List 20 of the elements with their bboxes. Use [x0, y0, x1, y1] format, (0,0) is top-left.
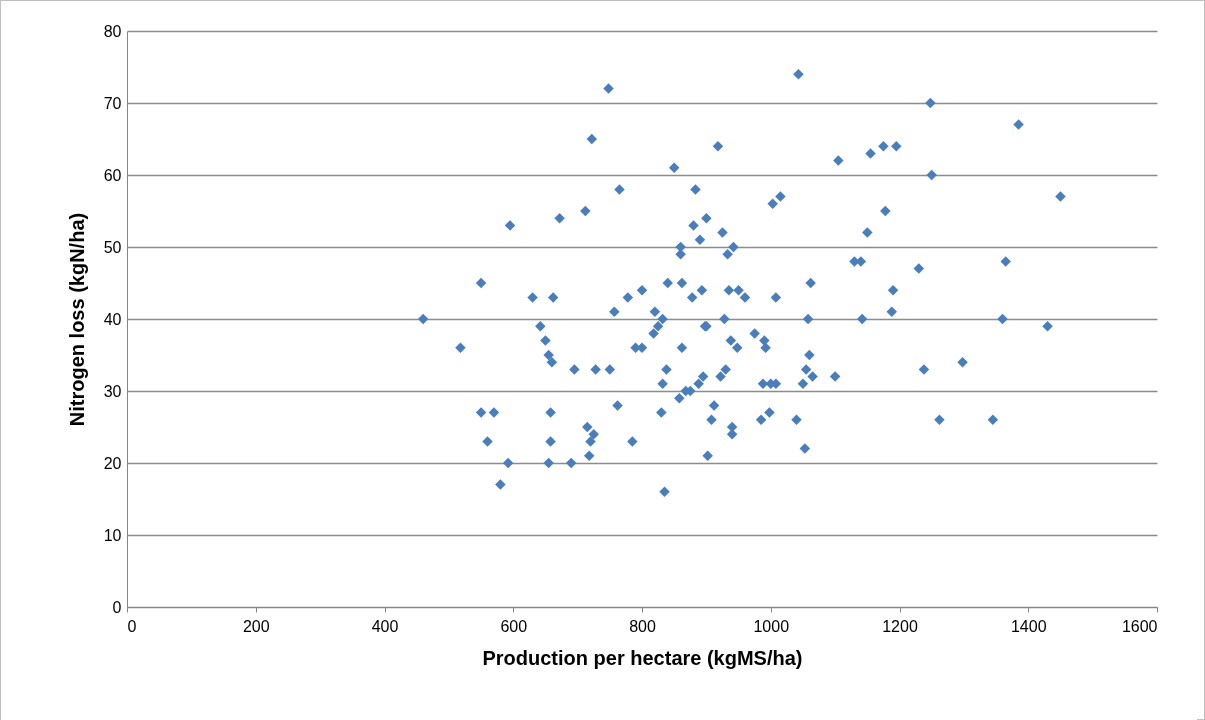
y-tick-label: 10 [103, 526, 122, 544]
y-tick-label: 20 [103, 454, 122, 472]
x-tick-label: 0 [127, 617, 137, 635]
y-tick-label: 40 [103, 310, 122, 328]
x-tick-label: 1000 [753, 617, 790, 635]
x-axis-title: Production per hectare (kgMS/ha) [482, 646, 803, 669]
x-tick-label: 1600 [1121, 617, 1158, 635]
x-tick-label: 600 [500, 617, 528, 635]
y-tick-label: 70 [103, 94, 122, 112]
x-tick-label: 1400 [1010, 617, 1047, 635]
y-tick-label: 60 [103, 166, 122, 184]
y-axis-title: Nitrogen loss (kgN/ha) [65, 212, 88, 427]
y-tick-label: 0 [112, 598, 122, 616]
y-tick-label: 30 [103, 382, 122, 400]
x-tick-label: 400 [371, 617, 399, 635]
x-tick-label: 800 [629, 617, 656, 635]
y-tick-label: 80 [103, 22, 122, 40]
x-tick-label: 200 [242, 617, 270, 635]
y-tick-label: 50 [103, 238, 122, 256]
x-tick-label: 1200 [882, 617, 918, 635]
